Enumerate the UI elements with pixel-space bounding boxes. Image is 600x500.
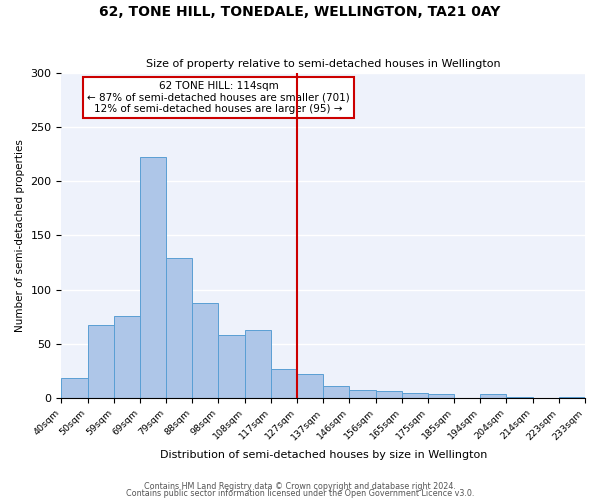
Bar bbox=[428, 394, 454, 398]
Bar bbox=[140, 158, 166, 398]
Bar bbox=[480, 394, 506, 398]
Bar bbox=[323, 386, 349, 398]
Bar bbox=[114, 316, 140, 398]
Bar bbox=[402, 393, 428, 398]
Text: Contains public sector information licensed under the Open Government Licence v3: Contains public sector information licen… bbox=[126, 489, 474, 498]
Y-axis label: Number of semi-detached properties: Number of semi-detached properties bbox=[15, 139, 25, 332]
Bar bbox=[166, 258, 193, 398]
Bar bbox=[271, 369, 297, 398]
X-axis label: Distribution of semi-detached houses by size in Wellington: Distribution of semi-detached houses by … bbox=[160, 450, 487, 460]
Bar bbox=[193, 303, 218, 398]
Bar bbox=[376, 391, 402, 398]
Bar bbox=[88, 324, 114, 398]
Title: Size of property relative to semi-detached houses in Wellington: Size of property relative to semi-detach… bbox=[146, 59, 500, 69]
Bar bbox=[245, 330, 271, 398]
Bar bbox=[297, 374, 323, 398]
Text: Contains HM Land Registry data © Crown copyright and database right 2024.: Contains HM Land Registry data © Crown c… bbox=[144, 482, 456, 491]
Bar bbox=[61, 378, 88, 398]
Text: 62 TONE HILL: 114sqm
← 87% of semi-detached houses are smaller (701)
12% of semi: 62 TONE HILL: 114sqm ← 87% of semi-detac… bbox=[87, 80, 350, 114]
Bar bbox=[218, 336, 245, 398]
Text: 62, TONE HILL, TONEDALE, WELLINGTON, TA21 0AY: 62, TONE HILL, TONEDALE, WELLINGTON, TA2… bbox=[100, 5, 500, 19]
Bar bbox=[349, 390, 376, 398]
